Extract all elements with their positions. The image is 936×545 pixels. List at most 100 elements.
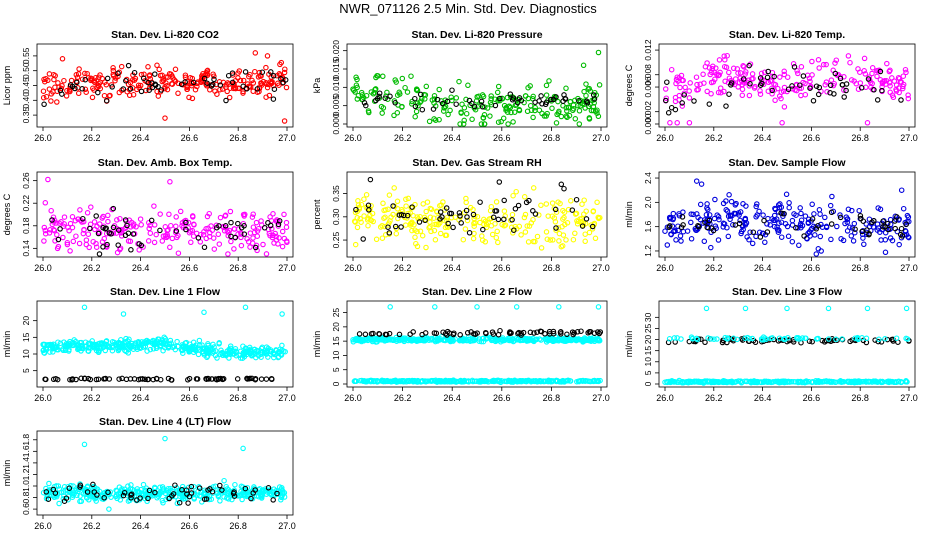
data-point-primary	[860, 235, 866, 241]
data-point-reference	[458, 220, 464, 226]
data-point-reference	[809, 216, 816, 222]
y-tick-label: 0.45	[21, 77, 31, 94]
data-point-reference	[471, 103, 478, 110]
data-point-primary	[94, 223, 100, 230]
data-point-reference	[719, 339, 726, 346]
x-tick-label: 26.4	[443, 263, 461, 273]
data-point-primary	[724, 208, 731, 214]
data-point-primary	[445, 111, 451, 118]
data-point-reference	[490, 214, 497, 221]
data-point-primary	[43, 345, 49, 351]
x-tick-label: 26.4	[754, 133, 772, 143]
data-point-outlier	[45, 176, 51, 183]
data-point-reference	[124, 222, 130, 229]
data-point-primary	[101, 341, 108, 347]
data-point-outlier	[106, 506, 112, 512]
x-tick-label: 26.0	[344, 263, 362, 273]
data-point-primary	[394, 110, 401, 116]
data-point-reference	[813, 83, 820, 89]
data-point-outlier	[432, 304, 438, 310]
x-tick-label: 27.0	[278, 393, 296, 403]
data-point-reference	[769, 87, 775, 94]
data-point-primary	[88, 204, 94, 210]
data-point-reference	[841, 94, 847, 100]
data-point-primary	[848, 77, 855, 83]
data-point-low	[691, 379, 697, 385]
data-point-reference	[183, 226, 189, 233]
data-point-primary	[682, 84, 688, 91]
data-point-outlier	[279, 311, 285, 317]
data-point-low	[506, 378, 512, 384]
data-point-reference	[148, 217, 155, 224]
y-tick-label: 0.008	[643, 64, 653, 86]
data-point-primary	[679, 77, 685, 84]
y-tick-label: 0	[331, 381, 341, 386]
data-point-primary	[263, 64, 269, 71]
data-point-reference	[228, 219, 234, 226]
data-point-reference	[81, 375, 88, 382]
data-point-primary	[169, 235, 176, 242]
data-point-primary	[730, 222, 736, 228]
x-tick-label: 26.0	[656, 393, 674, 403]
data-point-low	[824, 378, 830, 385]
data-point-reference	[121, 489, 128, 496]
data-point-outlier	[903, 305, 910, 312]
data-point-primary	[448, 94, 454, 100]
data-point-reference	[211, 76, 217, 83]
data-point-primary	[777, 74, 783, 80]
y-tick-label: 0.6	[21, 503, 31, 515]
data-point-reference	[898, 225, 905, 232]
data-point-primary	[369, 336, 376, 343]
y-tick-label: 1.0	[21, 480, 31, 492]
data-point-primary	[676, 212, 683, 219]
data-point-primary	[903, 69, 909, 76]
data-point-primary	[365, 108, 372, 114]
data-point-reference	[479, 104, 486, 110]
data-point-secondary	[714, 336, 720, 342]
data-point-reference	[832, 70, 839, 77]
data-point-low	[548, 378, 554, 384]
x-tick-label: 26.8	[229, 521, 247, 531]
y-axis-label: percent	[312, 199, 322, 230]
data-point-secondary	[705, 335, 711, 341]
data-point-primary	[52, 72, 58, 79]
data-point-primary	[164, 86, 171, 93]
y-tick-label: 0.000	[331, 113, 341, 135]
data-point-reference	[103, 97, 110, 104]
data-point-primary	[414, 214, 421, 220]
data-point-primary	[488, 96, 494, 102]
data-point-primary	[40, 94, 47, 101]
data-point-primary	[116, 484, 123, 490]
data-point-primary	[266, 490, 273, 497]
data-point-primary	[861, 68, 867, 74]
y-tick-label: 15	[643, 346, 653, 356]
data-point-reference	[723, 103, 729, 109]
data-point-reference	[589, 223, 596, 230]
data-point-low	[517, 378, 523, 385]
y-tick-label: 5	[331, 367, 341, 372]
data-point-primary	[229, 348, 235, 354]
data-point-primary	[376, 336, 382, 343]
data-point-primary	[503, 105, 509, 112]
data-point-primary	[677, 233, 684, 239]
data-point-reference	[884, 336, 891, 343]
data-point-primary	[500, 335, 506, 341]
data-point-low	[419, 378, 426, 384]
data-point-primary	[594, 107, 600, 113]
data-point-secondary	[839, 336, 845, 342]
data-point-primary	[524, 108, 531, 115]
data-point-primary	[412, 227, 418, 233]
data-point-primary	[225, 251, 231, 257]
data-point-outlier	[281, 118, 288, 124]
data-point-primary	[206, 210, 212, 217]
data-point-primary	[61, 77, 67, 84]
data-point-outlier	[864, 305, 871, 312]
data-point-reference	[477, 199, 483, 205]
data-point-primary	[721, 221, 728, 227]
data-point-primary	[443, 232, 450, 239]
data-point-primary	[402, 84, 408, 91]
data-point-reference	[546, 331, 553, 337]
data-point-reference	[412, 95, 418, 102]
data-point-reference	[761, 217, 767, 224]
